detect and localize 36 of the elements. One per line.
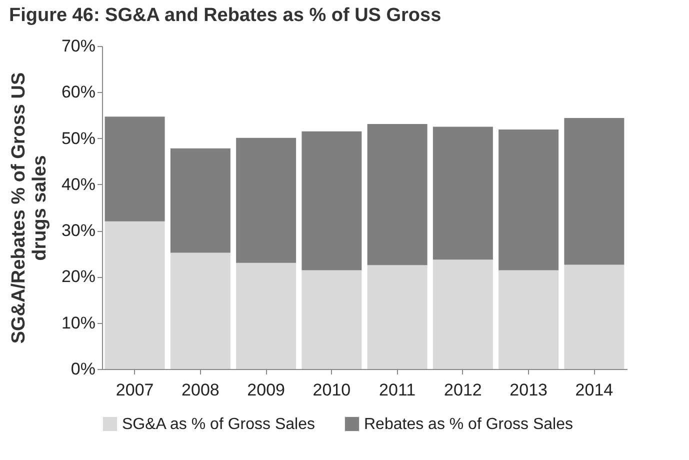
- y-axis-title: SG&A/Rebates % of Gross US drugs sales: [8, 72, 50, 344]
- bar: [170, 252, 230, 369]
- y-tick-label: 30%: [61, 221, 96, 240]
- y-tick-label: 10%: [61, 313, 96, 332]
- x-tick-label: 2014: [575, 380, 614, 400]
- legend-label: Rebates as % of Gross Sales: [364, 416, 573, 433]
- bar: [104, 221, 165, 369]
- x-tick-label: 2013: [510, 380, 548, 400]
- bar: [367, 124, 428, 266]
- bar: [432, 260, 493, 369]
- x-tick-label: 2009: [247, 380, 285, 400]
- chart-title: Figure 46: SG&A and Rebates as % of US Gross: [8, 5, 442, 26]
- x-tick-label: 2008: [182, 380, 220, 400]
- x-tick-label: 2007: [116, 380, 154, 400]
- bar: [564, 264, 624, 369]
- legend-label: SG&A as % of Gross Sales: [122, 416, 315, 433]
- bar: [104, 116, 165, 222]
- bar: [498, 130, 559, 270]
- bar: [498, 270, 559, 369]
- bar: [236, 262, 296, 369]
- bar: [302, 270, 362, 369]
- y-tick-label: 50%: [61, 128, 96, 148]
- x-tick-label: 2011: [379, 380, 416, 400]
- bar: [236, 138, 296, 263]
- x-tick-label: 2010: [312, 380, 351, 400]
- y-tick-label: 70%: [61, 36, 96, 56]
- y-tick-label: 0%: [70, 360, 96, 378]
- y-tick-label: 60%: [61, 82, 96, 102]
- bar: [367, 265, 428, 369]
- bar: [564, 118, 624, 265]
- x-tick-label: 2012: [444, 380, 482, 400]
- y-tick-label: 40%: [61, 174, 96, 194]
- y-tick-label: 20%: [61, 267, 96, 286]
- bar: [302, 131, 362, 270]
- bar: [170, 148, 230, 253]
- bar: [432, 126, 493, 260]
